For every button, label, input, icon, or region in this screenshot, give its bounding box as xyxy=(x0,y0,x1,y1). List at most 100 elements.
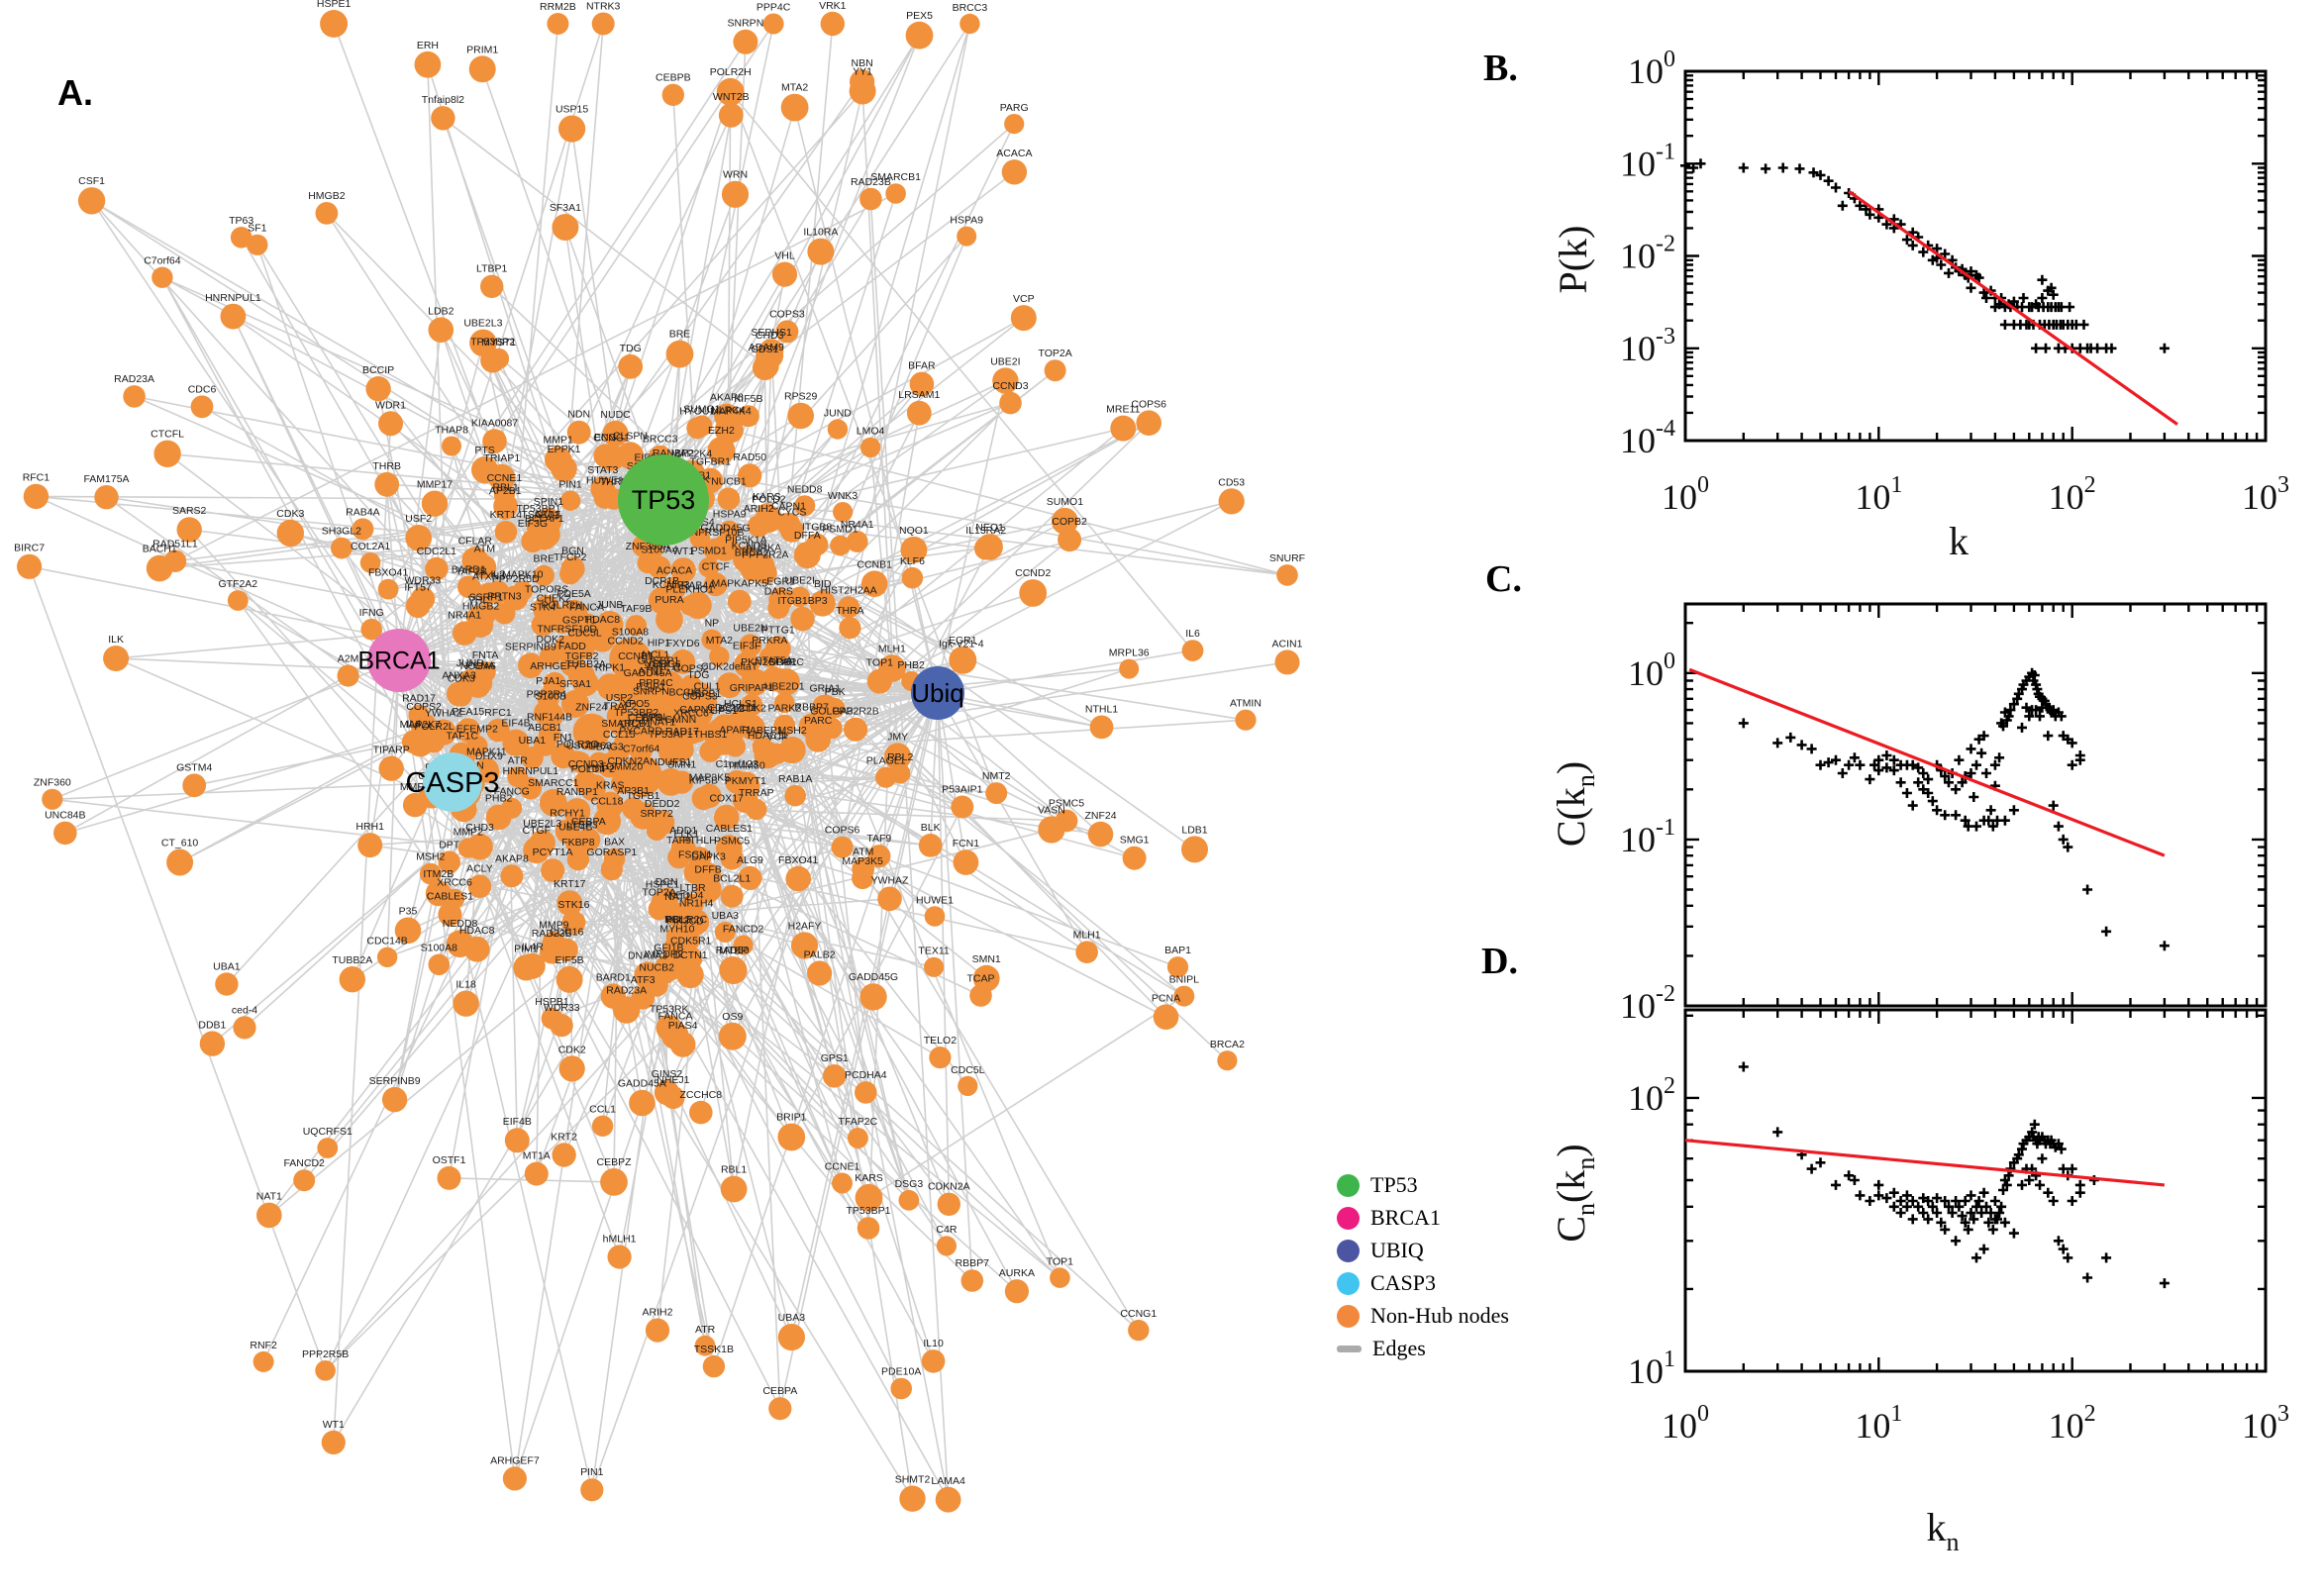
node-label: GUSBP1 xyxy=(638,655,680,667)
network-node xyxy=(550,1014,573,1038)
node-label: RAD23B xyxy=(851,176,891,188)
network-node xyxy=(717,487,741,511)
network-node xyxy=(658,741,683,765)
network-node xyxy=(419,782,446,809)
node-label: FANCD2 xyxy=(283,1157,325,1169)
network-node xyxy=(711,534,740,561)
hub-label-BRCA1: BRCA1 xyxy=(357,648,440,675)
network-node xyxy=(691,786,716,811)
network-legend: TP53 BRCA1 UBIQ CASP3 Non-Hub nodes Edges xyxy=(1337,1172,1509,1361)
network-node xyxy=(519,952,546,979)
node-label: RFC1 xyxy=(484,707,512,719)
network-node xyxy=(103,646,130,671)
network-node xyxy=(579,774,606,802)
node-label: YY1 xyxy=(585,762,605,774)
network-node xyxy=(466,606,490,631)
network-node xyxy=(518,652,544,678)
network-node xyxy=(321,1430,346,1454)
network-node xyxy=(714,403,740,430)
network-node xyxy=(720,1175,748,1203)
network-node xyxy=(833,501,854,523)
node-label: SSRP1 xyxy=(469,592,504,604)
node-label: P53AIP1 xyxy=(942,784,983,796)
network-node xyxy=(877,886,902,912)
node-label: SUMO1 xyxy=(1047,496,1084,508)
node-label: APAF1 xyxy=(719,725,752,737)
node-label: PKMYT1 xyxy=(725,775,766,787)
node-label: S100A4 xyxy=(641,545,678,556)
node-label: HUWE1 xyxy=(916,894,954,906)
network-node xyxy=(1153,1004,1179,1030)
network-node xyxy=(431,106,455,131)
network-node xyxy=(539,788,567,817)
node-label: THAP8 xyxy=(435,425,468,437)
network-node xyxy=(486,718,510,743)
panel-label-A: A. xyxy=(57,72,93,113)
node-label: SCAMP1 xyxy=(627,460,669,472)
node-label: TSG101 xyxy=(521,509,559,521)
node-label: CDC5L xyxy=(567,628,602,640)
scatter-points xyxy=(1738,1061,2170,1289)
network-node xyxy=(761,666,786,692)
node-label: SF3A1 xyxy=(559,678,591,690)
network-node xyxy=(720,884,744,908)
node-label: SF3A1 xyxy=(550,202,581,214)
node-label: A2GA4 xyxy=(621,489,655,501)
network-node xyxy=(685,681,712,708)
node-label: UBA1 xyxy=(519,735,547,747)
network-node xyxy=(534,734,556,756)
network-node xyxy=(437,1165,461,1190)
network-node xyxy=(507,766,529,788)
node-label: THRB xyxy=(372,460,401,472)
node-label: BNIPL xyxy=(1169,974,1200,986)
network-node xyxy=(1001,159,1028,185)
node-label: RAB4A xyxy=(681,580,715,592)
node-label: AKAP8 xyxy=(495,852,529,864)
node-label: PTTG1 xyxy=(761,624,795,636)
node-label: RIPK1 xyxy=(595,661,626,673)
node-label: FANCD2 xyxy=(723,924,764,936)
node-label: NEDD8 xyxy=(787,483,823,495)
node-label: GSTM4 xyxy=(176,761,212,773)
node-label: MAP3K5 xyxy=(689,772,731,784)
node-label: VCP xyxy=(766,732,788,744)
network-node xyxy=(752,736,773,757)
network-node xyxy=(754,560,777,585)
network-node xyxy=(844,717,868,742)
network-node xyxy=(859,187,882,211)
node-label: ATR xyxy=(695,1324,716,1336)
node-label: GPS1 xyxy=(821,1052,849,1064)
network-node xyxy=(600,858,623,881)
network-node xyxy=(665,925,689,948)
tick-label: 10-1 xyxy=(1620,815,1675,859)
node-label: TUBB2A xyxy=(332,954,372,966)
network-node xyxy=(716,77,745,106)
network-node xyxy=(702,1354,726,1378)
network-node xyxy=(679,947,703,970)
node-label: UNC84B xyxy=(45,810,85,822)
node-label: IFNG xyxy=(359,607,384,619)
node-label: TOP1 xyxy=(1047,1255,1073,1267)
node-label: HSPA9 xyxy=(713,509,747,521)
node-label: KCNIP3 xyxy=(653,579,690,591)
node-label: SPIN1 xyxy=(534,496,564,508)
network-node xyxy=(394,917,422,945)
network-node xyxy=(477,582,500,605)
node-label: NR4A1 xyxy=(448,610,481,622)
node-label: PRTN3 xyxy=(487,591,521,603)
node-label: CDC6 xyxy=(188,383,217,395)
node-label: JUNB xyxy=(596,599,623,611)
network-node xyxy=(574,639,595,659)
plot-panel-D: 102 101 100 101 102 103 Cn(kn) kn xyxy=(1549,1008,2289,1556)
network-node xyxy=(542,931,566,955)
node-label: TELO2 xyxy=(924,1035,957,1047)
node-label: TIMM50 xyxy=(727,760,765,772)
network-node xyxy=(696,862,722,888)
network-node xyxy=(1038,816,1065,844)
network-node xyxy=(618,353,644,379)
node-label: NEDD4 xyxy=(668,890,704,902)
network-node xyxy=(482,429,507,453)
network-node xyxy=(376,947,398,967)
network-node xyxy=(547,13,569,35)
node-label: ATMIN xyxy=(1230,698,1262,710)
